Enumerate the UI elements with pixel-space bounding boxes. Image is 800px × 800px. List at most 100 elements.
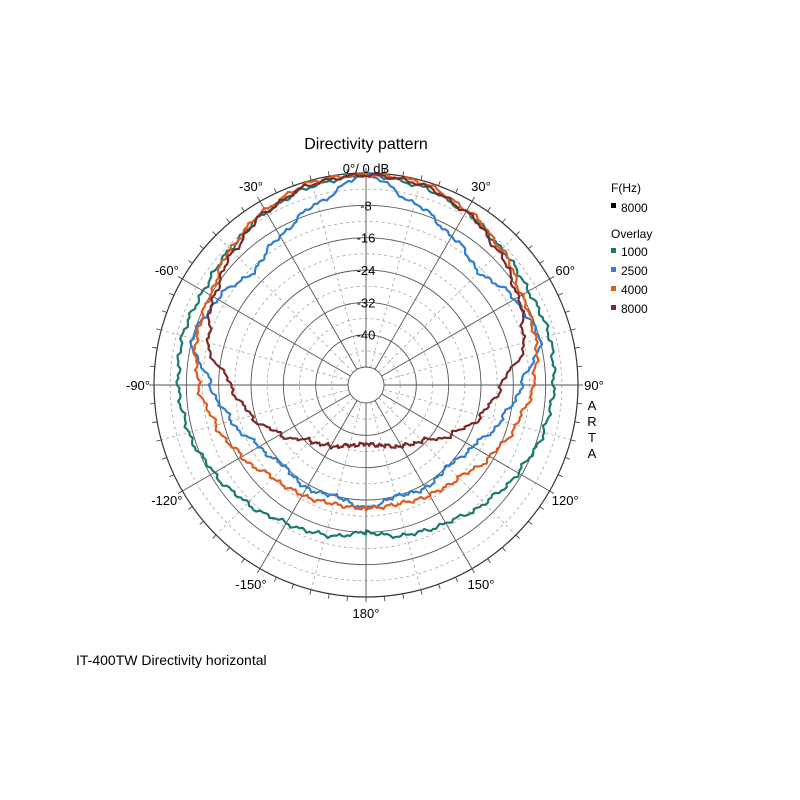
angle-tick xyxy=(152,421,158,424)
db-tick-label: -8 xyxy=(360,198,372,213)
angle-tick xyxy=(188,506,193,510)
angle-tick xyxy=(188,260,193,264)
grid-spoke-minor xyxy=(161,389,349,441)
angle-tick-label: -90° xyxy=(126,378,150,393)
arta-letter: A xyxy=(588,446,597,461)
chart-title: Directivity pattern xyxy=(304,136,428,153)
arta-letter: R xyxy=(587,414,596,429)
angle-tick xyxy=(549,276,555,280)
angle-tick xyxy=(539,506,544,510)
angle-tick xyxy=(455,576,459,582)
legend-label-1000: 1000 xyxy=(621,245,648,259)
angle-tick xyxy=(438,584,441,590)
angle-tick xyxy=(161,310,167,313)
angle-tick xyxy=(574,421,580,424)
angle-tick xyxy=(471,568,475,574)
curves xyxy=(175,171,557,540)
angle-tick-label: -150° xyxy=(235,577,266,592)
angle-tick xyxy=(539,260,544,264)
legend-swatch-2500 xyxy=(611,267,616,272)
grid-spoke-minor xyxy=(310,180,362,368)
series-line-2500 xyxy=(189,171,544,511)
angle-tick xyxy=(212,231,217,236)
db-labels: -8 -16 -24 -32 -40 xyxy=(357,198,376,342)
legend-swatch-1000 xyxy=(611,248,616,253)
legend-swatch-4000 xyxy=(611,286,616,291)
grid-spoke-minor xyxy=(161,329,349,381)
db-tick-label: -16 xyxy=(357,231,376,246)
angle-tick xyxy=(501,218,506,223)
angle-tick xyxy=(327,593,330,599)
angle-tick xyxy=(565,310,571,313)
angle-tick-label: -60° xyxy=(155,263,179,278)
angle-tick xyxy=(241,207,245,212)
angle-tick xyxy=(565,457,571,460)
angle-tick xyxy=(169,474,175,478)
zero-db-label: 0°/ 0 dB xyxy=(343,161,389,176)
grid-spoke-minor xyxy=(215,234,354,373)
grid-spoke-major xyxy=(182,393,351,492)
arta-letter: A xyxy=(588,398,597,413)
grid-circle-inner xyxy=(347,366,385,404)
legend-label-2500: 2500 xyxy=(621,264,648,278)
angle-tick-label: 90° xyxy=(584,378,604,393)
angle-tick xyxy=(257,196,261,202)
angle-tick xyxy=(528,520,533,525)
angle-tick xyxy=(169,292,175,296)
grid-spoke-major xyxy=(381,278,550,377)
grid-spoke-major xyxy=(381,393,550,492)
angle-tick xyxy=(557,474,563,478)
legend: F(Hz) 8000 Overlay 1000 2500 4000 8000 xyxy=(611,181,652,316)
angle-tick xyxy=(570,328,576,331)
angle-tick xyxy=(212,534,217,539)
arta-letter: T xyxy=(588,430,596,445)
angle-tick xyxy=(273,188,277,194)
angle-tick xyxy=(420,175,423,181)
angle-tick-label: -120° xyxy=(151,493,182,508)
angle-tick xyxy=(226,547,231,552)
legend-label-8000: 8000 xyxy=(621,302,648,316)
grid-spoke-major xyxy=(182,278,351,377)
angle-tick xyxy=(515,534,520,539)
angle-tick xyxy=(161,457,167,460)
grid-spoke-minor xyxy=(383,389,571,441)
legend-swatch-current xyxy=(611,203,616,208)
series-line-8000 xyxy=(205,172,527,450)
angle-tick xyxy=(515,231,520,236)
grid-spoke-minor xyxy=(383,329,571,381)
angle-tick xyxy=(309,175,312,181)
db-tick-label: -32 xyxy=(357,295,376,310)
angle-tick xyxy=(528,245,533,250)
angle-tick xyxy=(487,207,491,212)
angle-tick-label: 60° xyxy=(555,263,575,278)
angle-tick xyxy=(487,558,491,563)
angle-tick xyxy=(241,558,245,563)
grid-spoke-minor xyxy=(310,402,362,590)
angle-tick xyxy=(570,439,576,442)
angle-tick xyxy=(327,171,330,177)
grid-spoke-major xyxy=(374,400,473,569)
angle-tick-label: 30° xyxy=(471,179,491,194)
angle-labels: 30° 60° 90° 120° 150° 180° -150° -120° -90° -60° -… xyxy=(126,179,604,621)
db-tick-label: -40 xyxy=(357,328,376,343)
grid-spoke-major xyxy=(259,201,358,370)
angle-tick xyxy=(402,593,405,599)
angle-tick xyxy=(471,196,475,202)
angle-tick xyxy=(199,245,204,250)
angle-tick xyxy=(557,292,563,296)
angle-tick xyxy=(291,584,294,590)
angle-tick-label: 150° xyxy=(468,577,495,592)
angle-tick xyxy=(309,589,312,595)
angle-tick xyxy=(291,180,294,186)
angle-tick xyxy=(156,328,162,331)
grid-spoke-minor xyxy=(370,180,422,368)
figure-caption: IT-400TW Directivity horizontal xyxy=(76,652,267,668)
angle-tick xyxy=(420,589,423,595)
angle-tick xyxy=(402,171,405,177)
angle-tick-label: -30° xyxy=(239,179,263,194)
angle-tick xyxy=(273,576,277,582)
angle-tick xyxy=(501,547,506,552)
angle-tick xyxy=(199,520,204,525)
